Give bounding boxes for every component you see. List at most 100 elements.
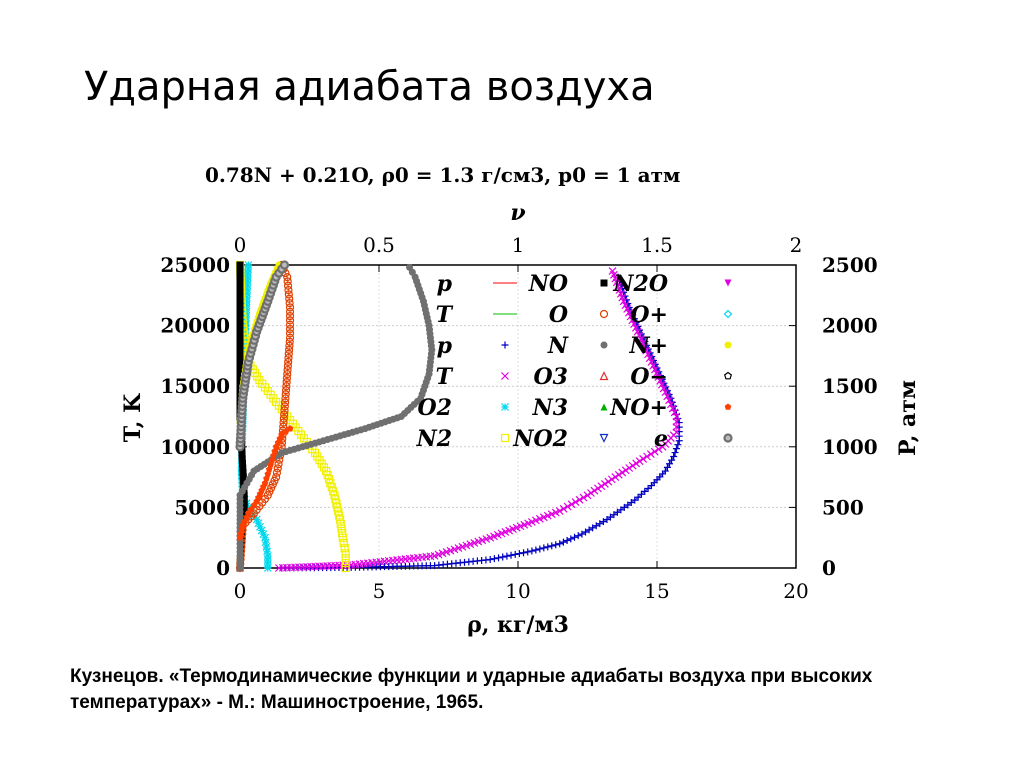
data-point	[236, 343, 244, 351]
data-point	[244, 269, 252, 278]
data-point	[243, 277, 252, 286]
data-point	[239, 469, 247, 477]
data-point	[571, 498, 580, 506]
data-point	[341, 554, 350, 563]
data-point	[571, 533, 579, 541]
legend-marker	[501, 403, 509, 411]
data-point	[614, 470, 623, 479]
data-point	[656, 376, 665, 385]
data-point	[236, 261, 244, 269]
data-point	[559, 538, 567, 546]
data-point	[645, 354, 654, 363]
tick-labels: 0 5 10 15 200 0.5 1 1.5 205000100001500020000250…	[160, 233, 877, 603]
data-point	[608, 267, 617, 275]
data-point	[559, 504, 568, 513]
data-point	[532, 546, 540, 554]
data-point	[285, 303, 295, 312]
data-point	[257, 526, 266, 535]
data-point	[539, 513, 548, 522]
data-point	[242, 297, 251, 306]
data-point	[575, 495, 584, 504]
data-point	[236, 294, 244, 302]
x-tick-label: 0	[234, 579, 247, 603]
data-point	[236, 265, 244, 273]
data-point	[652, 369, 661, 378]
data-point	[236, 380, 244, 388]
caption: Кузнецов. «Термодинамические функции и у…	[70, 666, 873, 713]
data-point	[284, 286, 293, 295]
x-axis-label: ρ, кг/м3	[467, 612, 569, 638]
data-point	[583, 491, 592, 500]
data-point	[670, 452, 678, 460]
data-point	[279, 418, 288, 427]
data-point	[236, 367, 244, 375]
data-point	[283, 277, 292, 286]
legend-marker	[724, 279, 732, 287]
data-point	[285, 311, 295, 321]
data-point	[341, 559, 350, 568]
data-point	[628, 461, 637, 470]
data-point	[336, 519, 345, 529]
legend-label: O−	[630, 364, 668, 390]
series-t	[274, 267, 681, 572]
legend-label: N2O	[612, 271, 668, 297]
data-point	[285, 320, 295, 329]
legend-label: NO	[528, 271, 568, 297]
data-point	[592, 522, 600, 530]
series-e	[235, 260, 290, 452]
legend-marker	[599, 371, 609, 381]
data-point	[625, 464, 634, 472]
legend-label: p	[437, 333, 453, 359]
data-point	[236, 298, 244, 306]
data-point	[341, 563, 350, 573]
legend-label: T	[436, 302, 454, 328]
data-point	[536, 545, 544, 553]
data-point	[243, 273, 252, 282]
data-point	[527, 518, 536, 526]
legend-marker	[501, 341, 509, 349]
series-n	[236, 263, 436, 572]
y-axis-label: T, K	[120, 393, 146, 442]
data-point	[285, 316, 295, 325]
data-point	[338, 533, 347, 542]
data-point	[283, 365, 292, 375]
data-point	[285, 307, 295, 316]
data-point	[585, 526, 593, 534]
data-point	[567, 535, 575, 543]
y2-tick-label: 2500	[822, 253, 878, 277]
data-point	[668, 404, 677, 413]
data-point	[524, 548, 532, 556]
data-point	[240, 491, 248, 499]
data-point	[236, 363, 244, 371]
data-point	[256, 522, 264, 531]
legend-marker	[723, 433, 733, 443]
data-point	[285, 337, 294, 346]
data-point	[236, 331, 244, 339]
data-point	[239, 464, 247, 472]
data-point	[511, 550, 519, 558]
data-point	[282, 382, 291, 391]
data-point	[486, 556, 494, 564]
data-point	[252, 515, 261, 524]
data-point	[236, 273, 244, 281]
data-point	[597, 482, 606, 491]
series-no-	[236, 425, 294, 541]
data-point	[239, 473, 247, 481]
data-point	[240, 499, 248, 507]
data-point	[263, 547, 272, 556]
data-point	[540, 544, 548, 552]
data-point	[589, 524, 597, 532]
data-point	[261, 538, 270, 547]
legend-marker	[600, 403, 608, 411]
chart-grid	[240, 265, 796, 568]
data-point	[535, 514, 544, 523]
data-point	[243, 289, 251, 298]
data-point	[604, 477, 613, 486]
data-point	[244, 261, 253, 269]
data-point	[599, 518, 607, 526]
y-tick-label: 5000	[174, 495, 230, 519]
chart-title: 0.78N + 0.21O, ρ0 = 1.3 г/см3, p0 = 1 ат…	[205, 163, 845, 187]
y2-tick-label: 0	[822, 556, 836, 580]
data-point	[238, 455, 246, 463]
data-point	[242, 301, 251, 310]
